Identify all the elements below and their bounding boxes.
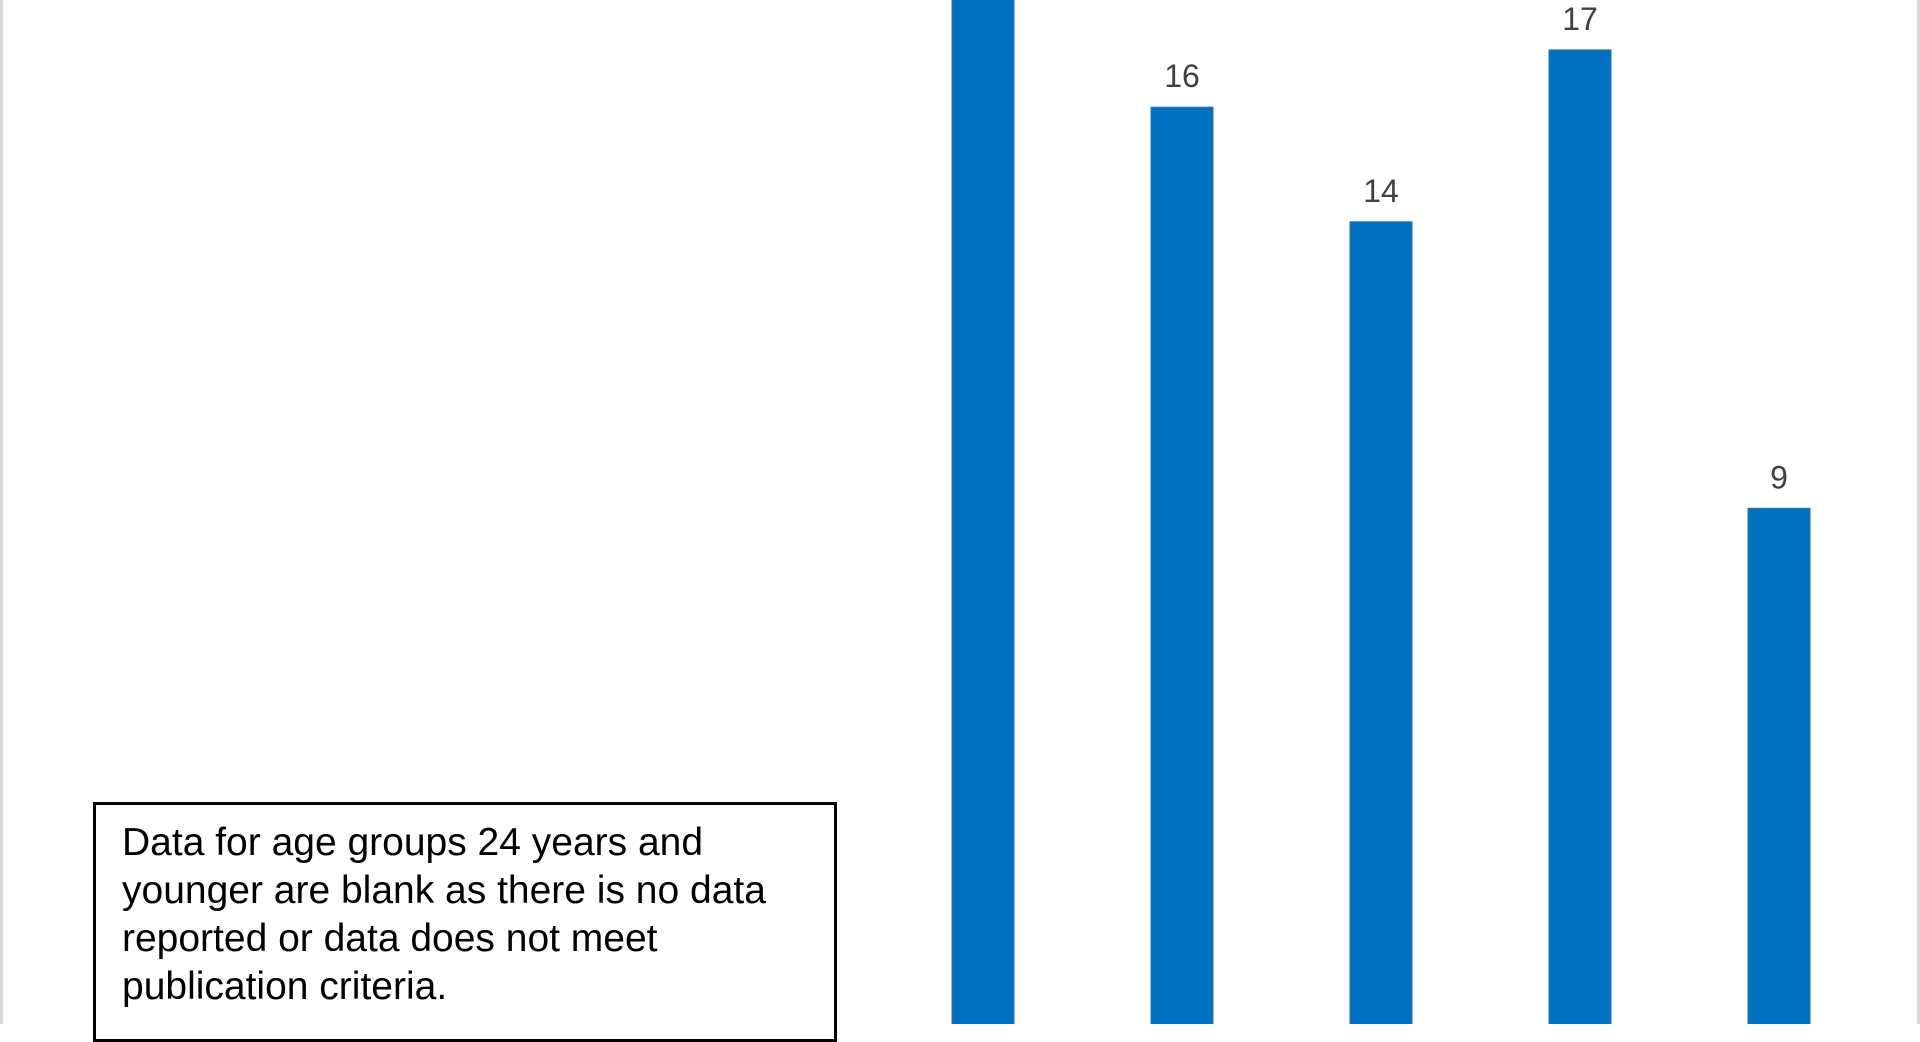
bar-1 xyxy=(951,0,1015,1024)
footnote-text: Data for age groups 24 years and younger… xyxy=(122,821,766,1008)
bar-2 xyxy=(1150,106,1214,1024)
data-label-5: 9 xyxy=(1770,459,1788,495)
chart-frame-left-border xyxy=(0,0,3,1024)
footnote-box: Data for age groups 24 years and younger… xyxy=(93,802,837,1042)
bar-3 xyxy=(1349,221,1413,1024)
data-label-2: 16 xyxy=(1164,58,1200,94)
bar-4 xyxy=(1548,49,1612,1024)
chart-frame-right-border xyxy=(1917,0,1920,1024)
data-label-4: 17 xyxy=(1562,1,1598,37)
bar-5 xyxy=(1747,507,1811,1024)
data-label-3: 14 xyxy=(1363,173,1399,209)
